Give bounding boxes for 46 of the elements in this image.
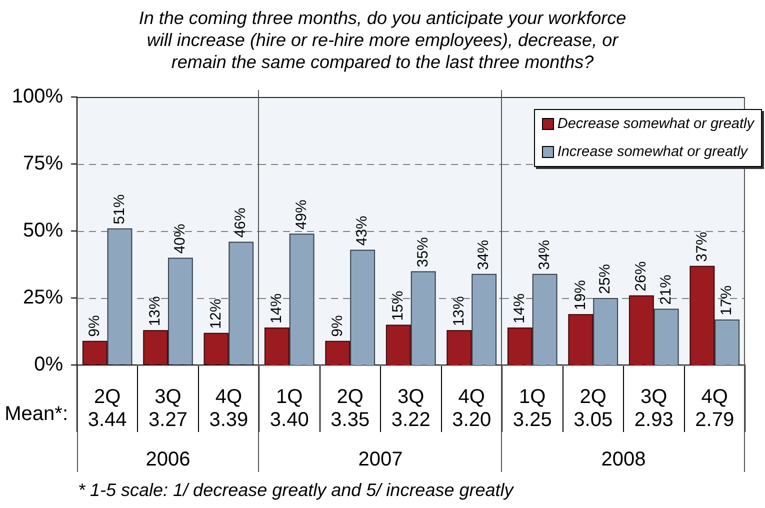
y-tick-label: 75%: [22, 152, 64, 175]
x-axis-title: 2006: [146, 448, 190, 471]
data-label: 25%: [596, 264, 614, 294]
data-label: 19%: [572, 280, 589, 310]
y-tick-label: 25%: [22, 286, 64, 309]
x-axis-title: 2007: [358, 448, 403, 471]
data-label: 34%: [536, 240, 553, 270]
text: Mean*:: [4, 402, 68, 426]
data-label: 51%: [110, 194, 128, 224]
data-label: 14%: [268, 293, 286, 324]
x-tick-label: 4Q 2.79: [695, 386, 734, 432]
data-label: 21%: [657, 274, 674, 305]
data-label: 49%: [292, 200, 310, 230]
x-tick-label: 2Q 3.44: [88, 386, 127, 432]
data-label: 40%: [172, 224, 189, 254]
text: * 1-5 scale: 1/ decrease greatly and 5/ increase greatly: [78, 479, 514, 501]
x-axis-title: 2008: [601, 448, 646, 471]
x-tick-label: 4Q 3.39: [209, 386, 248, 432]
data-label: 9%: [328, 315, 346, 337]
data-label: 26%: [632, 261, 650, 292]
text: In the coming three months, do you anticipate your workforce will increase (hire or re-hire more employees), decrease, or remain the same compared to the last three months?: [138, 7, 628, 73]
x-tick-label: 4Q 3.20: [452, 386, 492, 432]
x-tick-label: 3Q 3.27: [148, 386, 188, 432]
data-label: 34%: [475, 240, 492, 270]
y-tick-label: 0%: [34, 354, 64, 376]
x-tick-label: 1Q 3.40: [270, 386, 309, 432]
data-label: 37%: [693, 232, 710, 262]
data-label: 12%: [207, 298, 224, 329]
data-label: 9%: [86, 315, 104, 337]
y-tick-label: 100%: [12, 86, 64, 108]
data-label: 43%: [354, 216, 371, 246]
legend-label: Increase somewhat or greatly: [557, 144, 748, 160]
x-tick-label: 3Q 2.93: [634, 386, 674, 432]
data-label: 17%: [718, 285, 736, 316]
x-tick-label: 2Q 3.05: [574, 386, 613, 432]
data-label: 13%: [450, 296, 468, 326]
legend-label: Decrease somewhat or greatly: [557, 116, 754, 132]
x-tick-label: 3Q 3.22: [391, 386, 430, 432]
data-label: 35%: [414, 237, 432, 268]
data-label: 46%: [232, 208, 250, 238]
x-tick-label: 1Q 3.25: [512, 386, 552, 432]
data-label: 14%: [511, 293, 528, 324]
x-tick-label: 2Q 3.35: [330, 386, 370, 432]
data-label: 13%: [146, 296, 164, 326]
data-label: 15%: [390, 290, 407, 321]
y-tick-label: 50%: [22, 220, 64, 242]
